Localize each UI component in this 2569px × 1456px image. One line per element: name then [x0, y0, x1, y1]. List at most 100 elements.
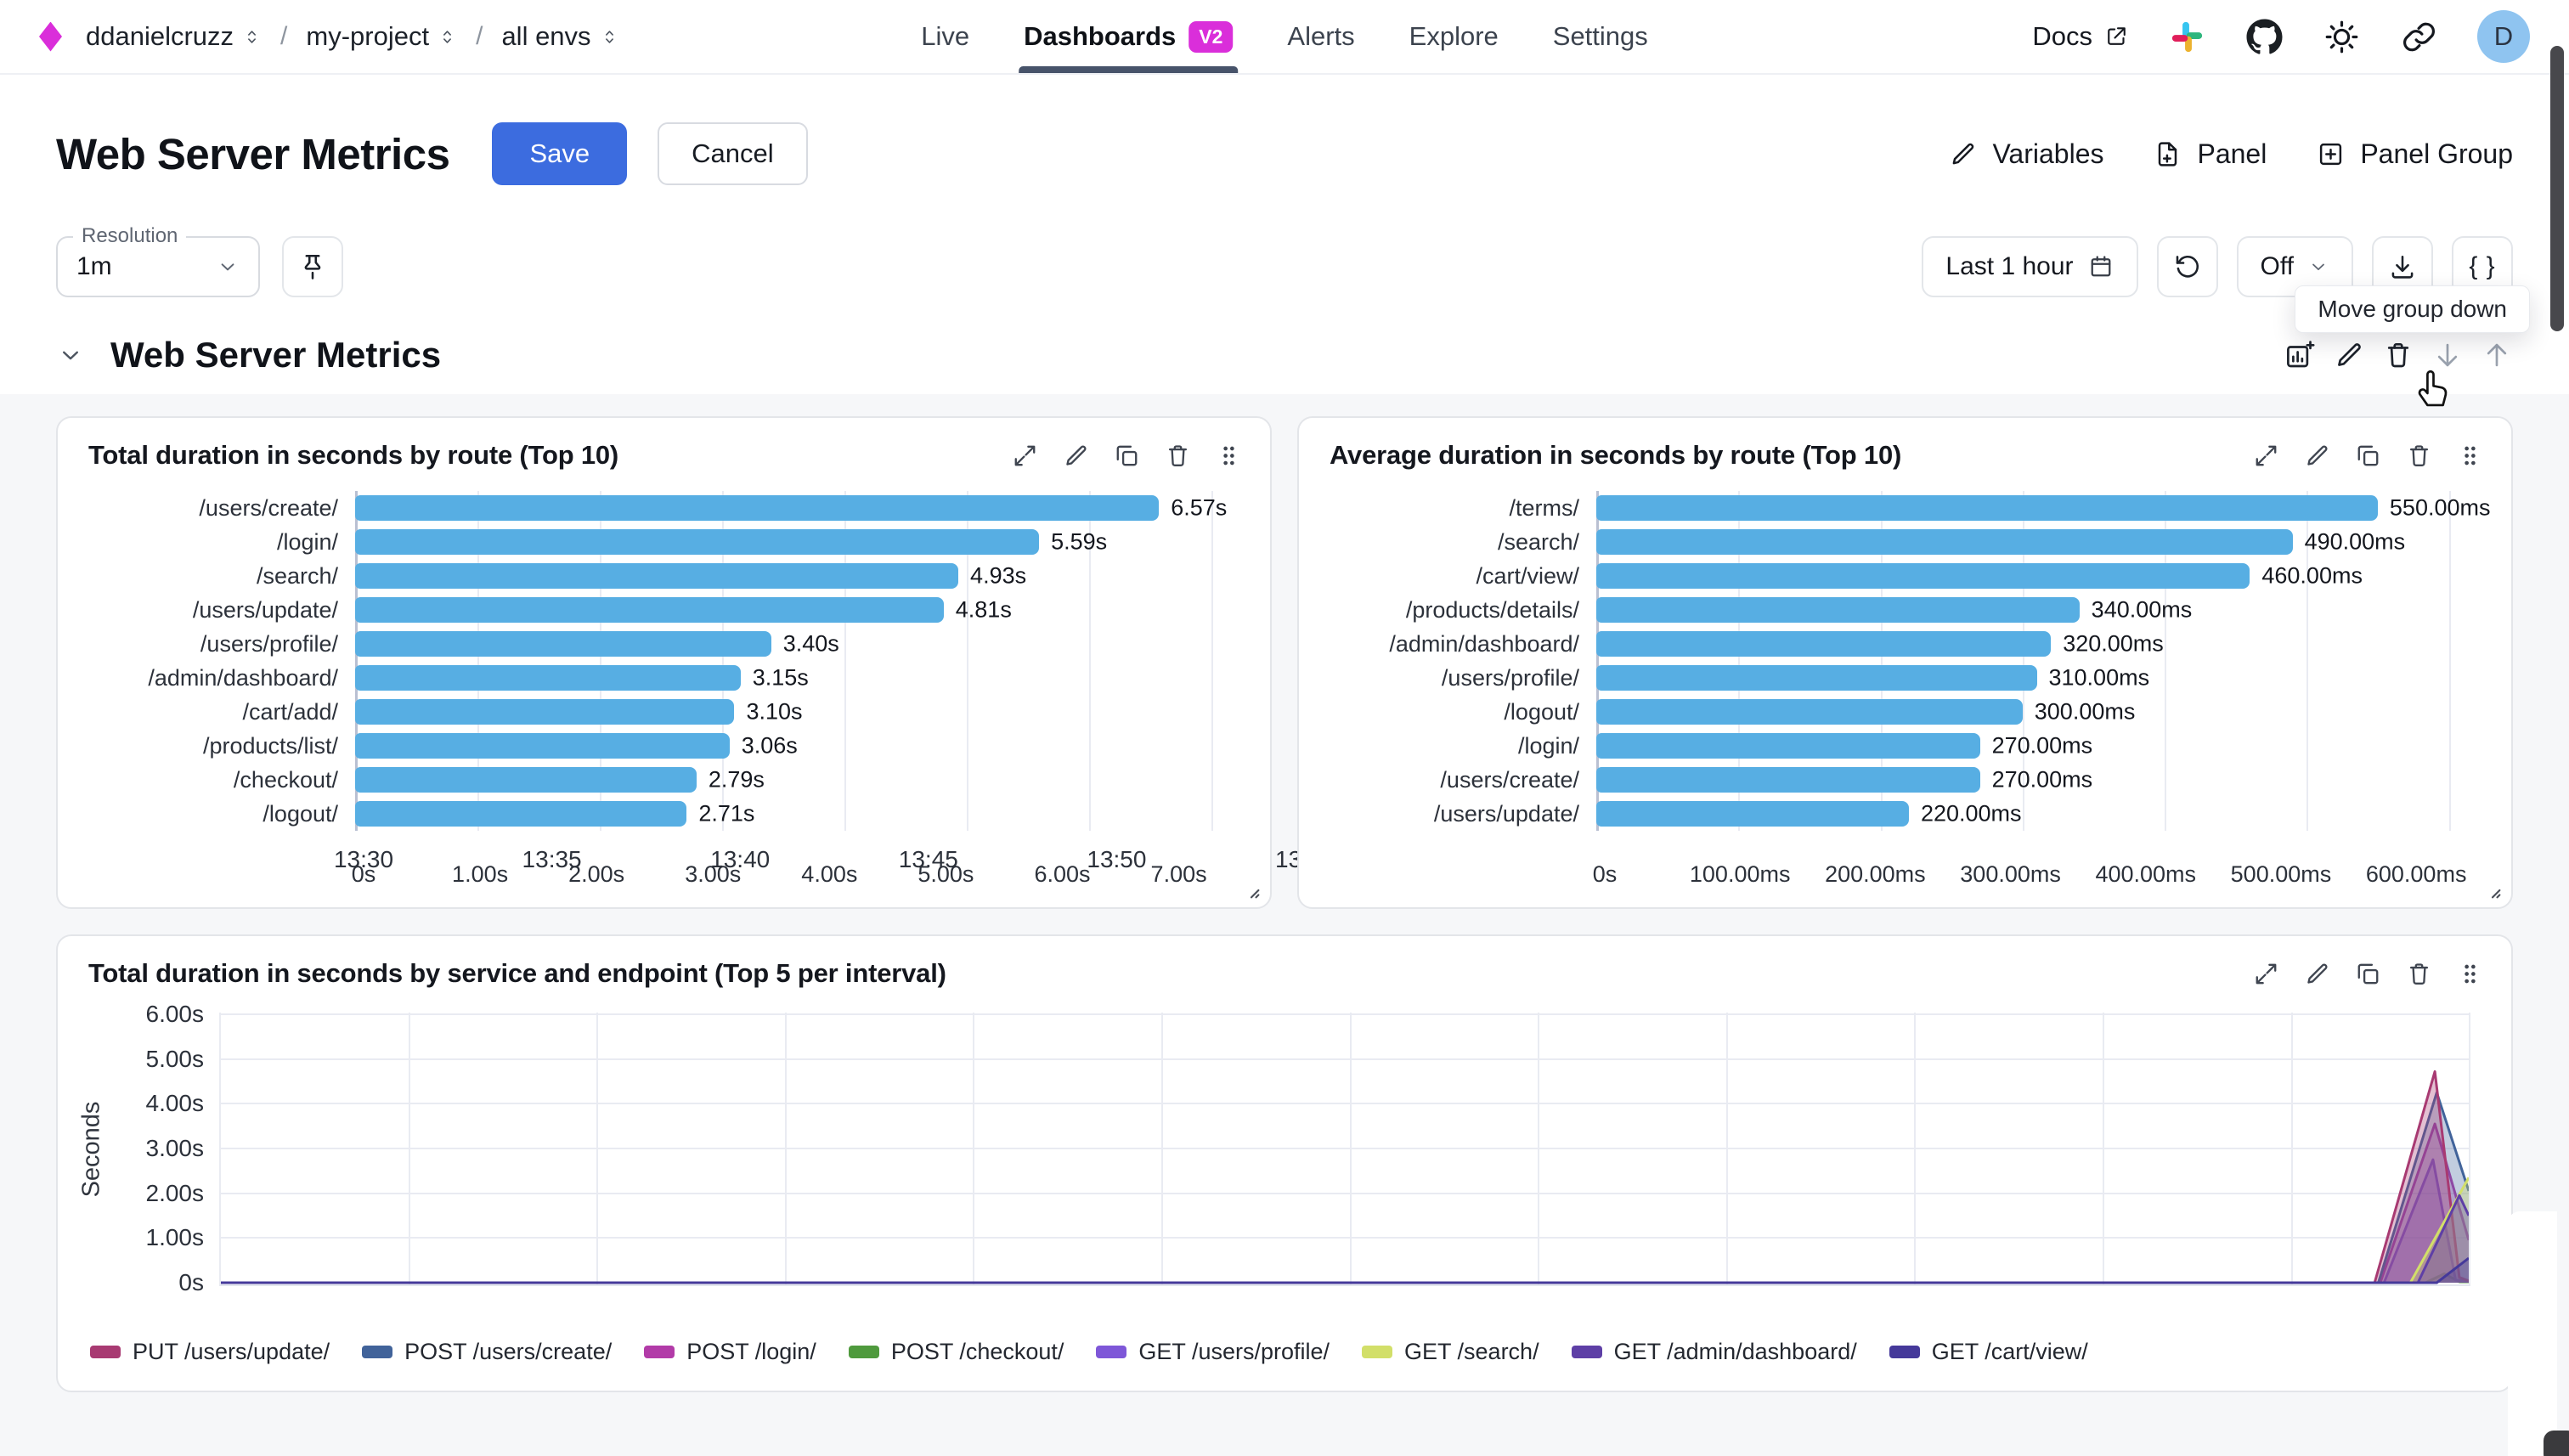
- breadcrumb-item[interactable]: all envs: [501, 21, 618, 52]
- top-nav: ddanielcruzz / my-project / all envs Live Das…: [0, 0, 2569, 75]
- bar-value-label: 490.00ms: [2304, 528, 2406, 555]
- bar[interactable]: [1596, 733, 1980, 759]
- delete-icon[interactable]: [2382, 339, 2414, 371]
- edit-icon[interactable]: [2303, 442, 2331, 470]
- legend-item[interactable]: POST /checkout/: [848, 1339, 1064, 1365]
- docs-link[interactable]: Docs: [2032, 21, 2129, 52]
- bar[interactable]: [355, 495, 1160, 521]
- diamond-icon[interactable]: [39, 21, 62, 52]
- legend-item[interactable]: GET /users/profile/: [1096, 1339, 1330, 1365]
- corner-grip: [2544, 1431, 2569, 1456]
- delete-icon[interactable]: [2405, 960, 2433, 988]
- theme-sun-icon[interactable]: [2323, 18, 2361, 56]
- scrollbar-thumb[interactable]: [2550, 46, 2564, 331]
- duplicate-icon[interactable]: [2354, 442, 2382, 470]
- bar-row: /cart/add/3.10s: [66, 695, 1236, 729]
- bar[interactable]: [355, 699, 735, 725]
- collapse-group-icon[interactable]: [56, 341, 85, 370]
- tab-settings[interactable]: Settings: [1553, 0, 1648, 73]
- bar[interactable]: [355, 767, 697, 793]
- legend-swatch: [362, 1346, 393, 1358]
- bar-category-label: /login/: [1517, 732, 1579, 759]
- legend-item[interactable]: GET /search/: [1362, 1339, 1539, 1365]
- panel-title: Total duration in seconds by service and…: [88, 958, 946, 988]
- duplicate-icon[interactable]: [2354, 960, 2382, 988]
- user-avatar[interactable]: D: [2477, 10, 2530, 63]
- time-range-button[interactable]: Last 1 hour: [1922, 236, 2138, 297]
- bar[interactable]: [355, 801, 687, 827]
- bar-category-label: /users/profile/: [200, 630, 338, 657]
- tab-alerts[interactable]: Alerts: [1287, 0, 1354, 73]
- bar[interactable]: [1596, 767, 1980, 793]
- edit-icon[interactable]: [2303, 960, 2331, 988]
- x-axis-ticks: [219, 1286, 2470, 1330]
- pin-button[interactable]: [282, 236, 343, 297]
- bar[interactable]: [355, 665, 741, 691]
- legend-item[interactable]: GET /cart/view/: [1889, 1339, 2088, 1365]
- panel-header: Total duration in seconds by service and…: [58, 936, 2511, 996]
- slack-icon[interactable]: [2168, 18, 2206, 56]
- bar[interactable]: [1596, 529, 2293, 555]
- breadcrumb-item[interactable]: my-project: [306, 21, 457, 52]
- bar[interactable]: [355, 631, 771, 657]
- plot-area[interactable]: [219, 1013, 2470, 1286]
- bar[interactable]: [355, 733, 730, 759]
- save-button[interactable]: Save: [492, 122, 628, 185]
- resize-handle-icon[interactable]: [1238, 877, 1263, 902]
- add-panel-icon[interactable]: [2284, 339, 2316, 371]
- bar[interactable]: [1596, 699, 2023, 725]
- bar-row: /logout/300.00ms: [1307, 695, 2477, 729]
- legend-label: GET /users/profile/: [1138, 1339, 1330, 1364]
- variables-button[interactable]: Variables: [1948, 138, 2103, 170]
- drag-icon[interactable]: [1215, 442, 1243, 470]
- edit-icon: [1948, 139, 1978, 169]
- bar-value-label: 310.00ms: [2048, 664, 2150, 691]
- duplicate-icon[interactable]: [1113, 442, 1141, 470]
- x-tick: 13:50: [1087, 846, 1147, 872]
- bar[interactable]: [1596, 495, 2378, 521]
- panel-header: Average duration in seconds by route (To…: [1299, 418, 2511, 477]
- axis-tick: 5.00s: [918, 861, 974, 887]
- expand-icon[interactable]: [2252, 960, 2280, 988]
- cancel-button[interactable]: Cancel: [658, 122, 808, 185]
- bar[interactable]: [1596, 801, 1909, 827]
- edit-icon[interactable]: [1062, 442, 1090, 470]
- tab-label: Explore: [1409, 21, 1499, 51]
- legend-item[interactable]: PUT /users/update/: [90, 1339, 330, 1365]
- drag-icon[interactable]: [2456, 960, 2484, 988]
- tab-dashboards[interactable]: Dashboards V2: [1019, 0, 1239, 73]
- resolution-select[interactable]: Resolution 1m: [56, 224, 260, 297]
- legend-item[interactable]: POST /users/create/: [362, 1339, 612, 1365]
- resize-handle-icon[interactable]: [2479, 877, 2504, 902]
- panel-button[interactable]: Panel: [2153, 138, 2267, 170]
- legend-label: GET /admin/dashboard/: [1613, 1339, 1857, 1364]
- edit-icon[interactable]: [2333, 339, 2365, 371]
- tab-live[interactable]: Live: [921, 0, 969, 73]
- move-down-icon[interactable]: [2431, 339, 2464, 371]
- github-icon[interactable]: [2245, 18, 2284, 56]
- legend-item[interactable]: POST /login/: [644, 1339, 816, 1365]
- chevron-down-icon: [2307, 256, 2329, 278]
- bar-category-label: /users/update/: [1433, 800, 1579, 827]
- expand-icon[interactable]: [2252, 442, 2280, 470]
- tab-explore[interactable]: Explore: [1409, 0, 1499, 73]
- bar[interactable]: [355, 597, 944, 623]
- share-link-icon[interactable]: [2400, 18, 2438, 56]
- legend-item[interactable]: GET /admin/dashboard/: [1571, 1339, 1857, 1365]
- bar[interactable]: [1596, 563, 2250, 589]
- refresh-button[interactable]: [2156, 236, 2218, 297]
- breadcrumb-item[interactable]: ddanielcruzz: [86, 21, 262, 52]
- bar[interactable]: [355, 529, 1040, 555]
- drag-icon[interactable]: [2456, 442, 2484, 470]
- bar[interactable]: [355, 563, 959, 589]
- expand-icon[interactable]: [1011, 442, 1039, 470]
- bar[interactable]: [1596, 665, 2037, 691]
- bar[interactable]: [1596, 597, 2080, 623]
- delete-icon[interactable]: [1164, 442, 1192, 470]
- delete-icon[interactable]: [2405, 442, 2433, 470]
- panel-group-button[interactable]: Panel Group: [2316, 138, 2513, 170]
- bar-value-label: 4.93s: [970, 562, 1027, 589]
- move-up-icon[interactable]: [2481, 339, 2513, 371]
- bar[interactable]: [1596, 631, 2052, 657]
